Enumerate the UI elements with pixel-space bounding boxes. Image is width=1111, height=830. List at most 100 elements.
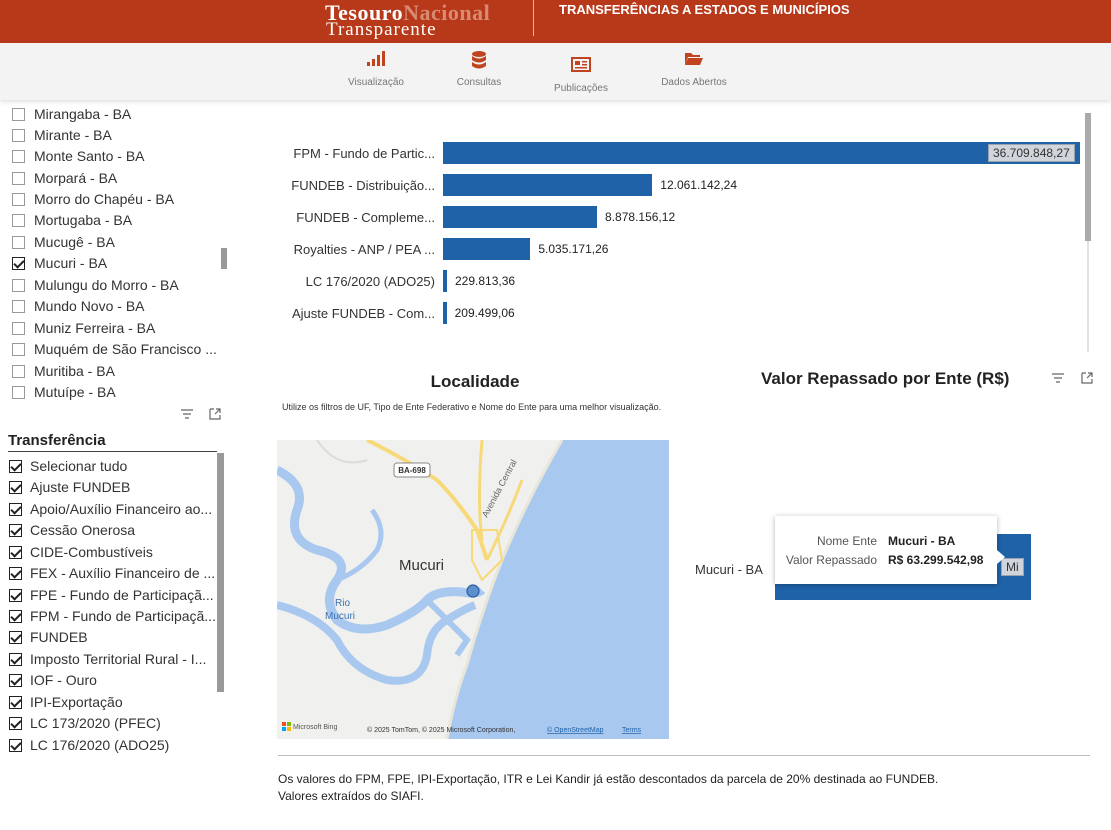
checkbox[interactable] xyxy=(12,342,25,356)
list-item[interactable]: LC 176/2020 (ADO25) xyxy=(9,735,169,755)
list-item-label: Mutuípe - BA xyxy=(34,384,116,400)
checkbox[interactable] xyxy=(12,192,25,206)
list-item[interactable]: Morpará - BA xyxy=(12,168,117,188)
terms-link[interactable]: Terms xyxy=(622,727,642,734)
checkbox[interactable] xyxy=(12,107,25,121)
checkbox-checked[interactable] xyxy=(9,630,22,644)
nav-publicacoes-label: Publicações xyxy=(554,83,608,94)
section-title: TRANSFERÊNCIAS A ESTADOS E MUNICÍPIOS xyxy=(559,2,850,17)
slicer-scrollbar-thumb[interactable] xyxy=(221,248,227,269)
list-item[interactable]: Mundo Novo - BA xyxy=(12,296,145,316)
list-item[interactable]: Imposto Territorial Rural - I... xyxy=(9,649,206,669)
nav-visualizacao[interactable]: Visualização xyxy=(331,51,421,88)
list-item[interactable]: Apoio/Auxílio Financeiro ao... xyxy=(9,499,212,519)
filter-icon[interactable] xyxy=(180,407,194,421)
bar[interactable] xyxy=(443,206,598,228)
checkbox[interactable] xyxy=(12,364,25,378)
list-item-label: Selecionar tudo xyxy=(30,458,128,474)
list-item[interactable]: Mirangaba - BA xyxy=(12,104,131,124)
list-item[interactable]: IOF - Ouro xyxy=(9,670,97,690)
location-marker[interactable] xyxy=(466,584,480,598)
list-item[interactable]: FEX - Auxílio Financeiro de ... xyxy=(9,563,215,583)
city-label: Mucuri xyxy=(399,557,444,574)
filter-icon[interactable] xyxy=(1051,371,1065,385)
list-item[interactable]: IPI-Exportação xyxy=(9,692,123,712)
list-item[interactable]: CIDE-Combustíveis xyxy=(9,542,153,562)
checkbox[interactable] xyxy=(12,213,25,227)
checkbox-checked[interactable] xyxy=(9,695,22,709)
nav-consultas-label: Consultas xyxy=(456,77,502,88)
checkbox[interactable] xyxy=(12,128,25,142)
list-item[interactable]: Mortugaba - BA xyxy=(12,210,132,230)
checkbox-checked[interactable] xyxy=(9,588,22,602)
list-item-label: Mulungu do Morro - BA xyxy=(34,277,179,293)
list-item-label: FEX - Auxílio Financeiro de ... xyxy=(30,565,216,581)
list-item[interactable]: Mulungu do Morro - BA xyxy=(12,275,179,295)
list-item[interactable]: LC 173/2020 (PFEC) xyxy=(9,713,161,733)
map-canvas[interactable]: BA-698 Avenida Central Mucuri Rio Mucuri… xyxy=(277,440,669,739)
river-label-2: Mucuri xyxy=(325,611,355,622)
list-item[interactable]: Monte Santo - BA xyxy=(12,146,145,166)
slicer-scrollbar-thumb[interactable] xyxy=(217,453,224,692)
checkbox-checked[interactable] xyxy=(9,545,22,559)
list-item[interactable]: Selecionar tudo xyxy=(9,456,127,476)
osm-link[interactable]: © OpenStreetMap xyxy=(547,726,604,734)
folder-open-icon xyxy=(649,51,739,73)
footer-note: Os valores do FPM, FPE, IPI-Exportação, … xyxy=(278,771,938,805)
list-item[interactable]: Muquém de São Francisco ... xyxy=(12,339,217,359)
checkbox-checked[interactable] xyxy=(9,459,22,473)
nav-publicacoes[interactable]: Publicações xyxy=(536,51,626,94)
checkbox[interactable] xyxy=(12,299,25,313)
list-item-label: LC 173/2020 (PFEC) xyxy=(30,715,161,731)
checkbox[interactable] xyxy=(12,385,25,399)
checkbox-checked[interactable] xyxy=(9,609,22,623)
chart-scrollbar-thumb[interactable] xyxy=(1085,113,1091,241)
list-item[interactable]: FPE - Fundo de Participaçã... xyxy=(9,585,214,605)
list-item-label: Muniz Ferreira - BA xyxy=(34,320,156,336)
checkbox-checked[interactable] xyxy=(9,716,22,730)
checkbox-checked[interactable] xyxy=(9,523,22,537)
checkbox-checked[interactable] xyxy=(9,502,22,516)
list-item[interactable]: Mutuípe - BA xyxy=(12,382,116,402)
nav-dados-abertos-label: Dados Abertos xyxy=(661,77,727,88)
bar[interactable] xyxy=(443,302,447,324)
checkbox-checked[interactable] xyxy=(9,673,22,687)
checkbox-checked[interactable] xyxy=(9,738,22,752)
checkbox[interactable] xyxy=(12,149,25,163)
checkbox-checked[interactable] xyxy=(9,652,22,666)
list-item[interactable]: Morro do Chapéu - BA xyxy=(12,189,174,209)
bar[interactable] xyxy=(443,270,447,292)
map-view[interactable]: BA-698 Avenida Central Mucuri Rio Mucuri… xyxy=(277,440,669,739)
list-item[interactable]: FPM - Fundo de Participaçã... xyxy=(9,606,216,626)
list-item-label: Monte Santo - BA xyxy=(34,148,145,164)
checkbox-checked[interactable] xyxy=(12,256,25,270)
checkbox-checked[interactable] xyxy=(9,480,22,494)
list-item-label: Mucugê - BA xyxy=(34,234,115,250)
checkbox[interactable] xyxy=(12,235,25,249)
list-item[interactable]: Cessão Onerosa xyxy=(9,520,135,540)
bar[interactable] xyxy=(443,174,653,196)
list-item[interactable]: Muritiba - BA xyxy=(12,361,115,381)
bar-value-label: 5.035.171,26 xyxy=(538,242,609,256)
nav-consultas[interactable]: Consultas xyxy=(434,51,524,88)
list-item[interactable]: Ajuste FUNDEB xyxy=(9,477,130,497)
focus-mode-icon[interactable] xyxy=(1080,371,1094,385)
logo-text[interactable]: TesouroNacional xyxy=(325,0,490,26)
focus-mode-icon[interactable] xyxy=(208,407,222,421)
checkbox[interactable] xyxy=(12,278,25,292)
checkbox-checked[interactable] xyxy=(9,566,22,580)
list-item-selected[interactable]: Mucuri - BA xyxy=(12,253,107,273)
list-item[interactable]: Muniz Ferreira - BA xyxy=(12,318,155,338)
checkbox[interactable] xyxy=(12,171,25,185)
bing-logo-text: Microsoft Bing xyxy=(293,724,337,731)
list-item[interactable]: Mirante - BA xyxy=(12,125,112,145)
bar[interactable] xyxy=(443,238,531,260)
list-item[interactable]: FUNDEB xyxy=(9,627,88,647)
bar[interactable] xyxy=(443,142,1080,164)
checkbox[interactable] xyxy=(12,321,25,335)
bar-category-label: FUNDEB - Compleme... xyxy=(296,210,435,225)
list-item[interactable]: Mucugê - BA xyxy=(12,232,115,252)
nav-dados-abertos[interactable]: Dados Abertos xyxy=(649,51,739,88)
bar-value-label: 36.709.848,27 xyxy=(988,144,1075,162)
list-item-label: CIDE-Combustíveis xyxy=(30,544,153,560)
